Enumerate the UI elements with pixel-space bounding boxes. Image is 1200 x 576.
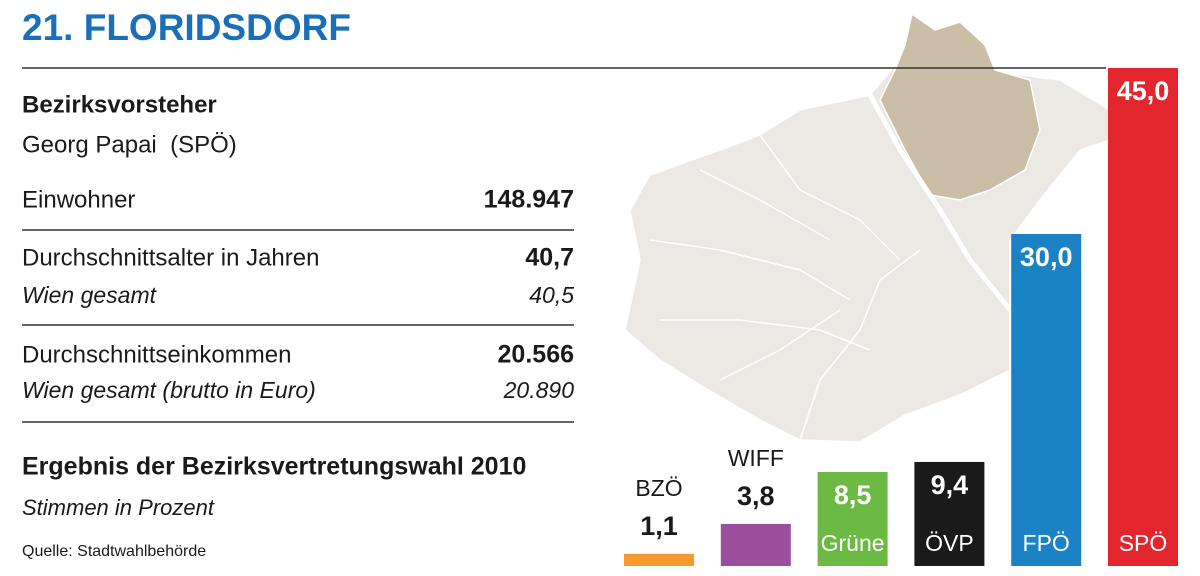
bar (914, 461, 985, 566)
fact-value: 148.947 (484, 186, 574, 214)
district-borders (649, 134, 921, 441)
fact-sub-label: Wien gesamt (brutto in Euro) (22, 377, 316, 403)
value-label: 45,0 (1117, 76, 1170, 106)
map (624, 12, 1111, 443)
category-label: ÖVP (925, 530, 974, 556)
value-label: 9,4 (931, 470, 969, 500)
bar (720, 523, 791, 566)
category-label: FPÖ (1023, 530, 1070, 556)
chart-subtitle: Stimmen in Prozent (22, 495, 215, 520)
category-label: WIFF (728, 445, 784, 471)
fact-sub-label: Wien gesamt (22, 282, 158, 308)
category-label: SPÖ (1119, 530, 1168, 556)
category-label: Grüne (821, 530, 885, 556)
mayor-label: Bezirksvorsteher (22, 91, 217, 118)
mayor: Georg Papai (SPÖ) (22, 131, 237, 158)
fact-sub-value: 40,5 (529, 282, 574, 308)
chart-title: Ergebnis der Bezirksvertretungswahl 2010 (22, 453, 526, 481)
source: Quelle: Stadtwahlbehörde (22, 543, 206, 560)
value-label: 1,1 (640, 511, 678, 541)
value-label: 8,5 (834, 480, 872, 510)
bar (817, 471, 888, 566)
fact-value: 20.566 (498, 341, 574, 369)
fact-label: Durchschnittseinkommen (22, 341, 291, 368)
category-label: BZÖ (635, 475, 682, 501)
bar (1108, 68, 1178, 566)
floridsdorf-district (879, 12, 1041, 201)
page-title: 21. FLORIDSDORF (22, 7, 351, 48)
value-label: 3,8 (737, 481, 775, 511)
value-label: 30,0 (1020, 242, 1073, 272)
danube (867, 93, 1012, 312)
fact-label: Einwohner (22, 186, 135, 213)
bar (624, 553, 694, 566)
fact-sub-value: 20.890 (503, 377, 575, 403)
fact-label: Durchschnittsalter in Jahren (22, 244, 319, 271)
fact-value: 40,7 (525, 244, 574, 272)
bar (1011, 234, 1082, 566)
